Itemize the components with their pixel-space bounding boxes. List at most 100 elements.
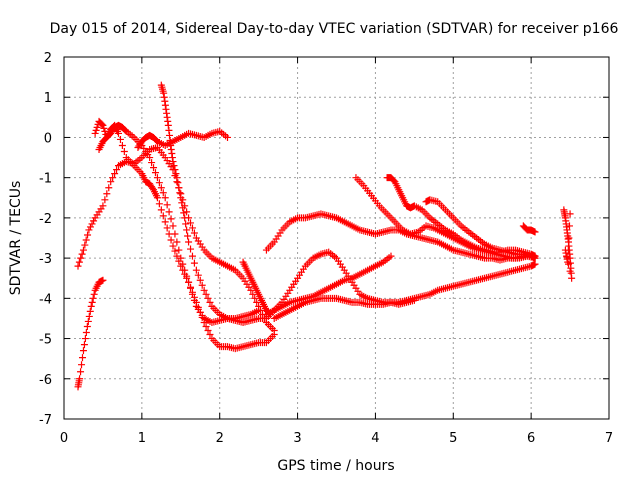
series-track-3 (91, 117, 263, 326)
x-tick-label: 4 (371, 431, 379, 446)
data-point (190, 293, 198, 301)
data-point (161, 218, 169, 226)
series-track-15 (519, 222, 539, 236)
data-point (85, 226, 93, 234)
series-track-4 (95, 121, 278, 353)
data-point (194, 303, 202, 311)
data-point (198, 313, 206, 321)
series-track-1 (74, 276, 107, 391)
y-tick-label: 2 (44, 51, 52, 66)
data-point (566, 267, 574, 275)
data-point (92, 126, 100, 134)
x-axis-label: GPS time / hours (277, 458, 394, 474)
data-point (171, 230, 179, 238)
data-point (91, 129, 99, 137)
series-track-16 (560, 206, 576, 282)
data-point (175, 257, 183, 265)
data-point (115, 129, 122, 137)
data-point (531, 252, 539, 260)
data-point (169, 242, 177, 250)
data-point (80, 341, 88, 349)
data-point (206, 298, 214, 306)
data-point (148, 159, 156, 167)
data-point (566, 210, 574, 218)
data-point (194, 271, 202, 279)
data-point (86, 307, 94, 315)
data-point (173, 252, 181, 260)
data-point (568, 274, 576, 282)
data-point (83, 322, 91, 330)
data-point (200, 286, 208, 294)
data-point (89, 294, 97, 302)
data-point (187, 245, 195, 253)
data-point (175, 246, 183, 254)
data-point (192, 298, 200, 306)
data-point (204, 294, 212, 302)
data-point (188, 252, 196, 260)
data-point (187, 219, 195, 227)
data-point (99, 276, 107, 284)
y-tick-label: -6 (39, 373, 52, 388)
data-point (167, 215, 175, 223)
data-point (202, 322, 210, 330)
series-track-2 (74, 144, 278, 335)
chart-title: Day 015 of 2014, Sidereal Day-to-day VTE… (50, 21, 619, 37)
data-point (81, 241, 89, 249)
data-marks (74, 81, 576, 391)
data-point (79, 347, 87, 355)
data-point (99, 202, 107, 210)
data-point (82, 236, 90, 244)
series-track-5 (157, 81, 270, 326)
data-point (74, 262, 82, 270)
data-point (531, 228, 539, 236)
data-point (170, 162, 178, 170)
data-point (188, 288, 196, 296)
data-point (85, 312, 93, 320)
data-point (190, 259, 198, 267)
data-point (103, 190, 111, 198)
data-point (90, 217, 98, 225)
data-point (105, 184, 113, 192)
data-point (410, 296, 418, 304)
y-tick-label: -2 (39, 212, 52, 227)
data-point (88, 220, 96, 228)
data-point (253, 298, 261, 306)
data-point (157, 206, 165, 214)
data-point (202, 290, 210, 298)
y-tick-label: -5 (39, 333, 52, 348)
data-point (185, 278, 193, 286)
data-point (90, 290, 98, 298)
data-point (200, 318, 208, 326)
data-point (182, 220, 190, 228)
data-point (153, 194, 161, 202)
data-point (255, 306, 263, 314)
data-point (88, 298, 96, 306)
data-point (161, 194, 169, 202)
plot-frame (63, 56, 610, 420)
x-tick-label: 2 (216, 431, 224, 446)
y-tick-label: -7 (39, 413, 52, 428)
data-point (79, 246, 87, 254)
data-point (172, 170, 180, 178)
data-point (155, 179, 163, 187)
data-point (113, 166, 121, 174)
data-point (564, 246, 572, 254)
data-point (531, 260, 539, 268)
data-point (196, 308, 204, 316)
data-point (81, 335, 89, 343)
data-point (163, 224, 171, 232)
data-point (76, 375, 84, 383)
data-point (165, 208, 173, 216)
data-point (150, 164, 158, 172)
data-point (171, 247, 179, 255)
data-point (198, 281, 206, 289)
data-point (179, 204, 187, 212)
data-point (77, 254, 85, 262)
data-point (146, 154, 154, 162)
data-point (93, 123, 101, 131)
data-point (82, 329, 90, 337)
data-point (163, 201, 171, 209)
data-point (84, 231, 92, 239)
data-point (196, 276, 204, 284)
